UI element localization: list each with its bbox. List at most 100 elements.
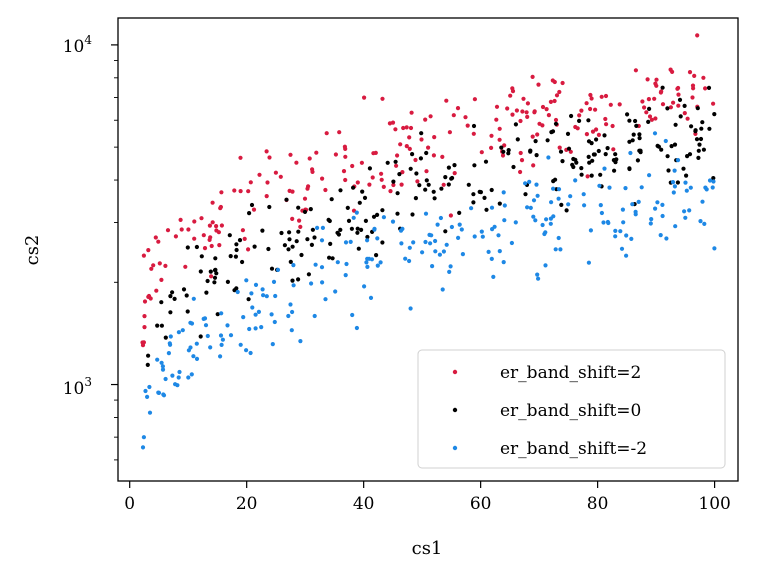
data-point (637, 132, 642, 137)
data-point (354, 210, 359, 215)
data-point (590, 158, 595, 163)
data-point (407, 245, 412, 250)
data-point (568, 194, 573, 199)
data-point (711, 101, 716, 106)
data-point (350, 312, 355, 318)
data-point (351, 185, 356, 190)
data-point (558, 247, 563, 252)
data-point (489, 187, 494, 193)
data-point (551, 186, 556, 191)
data-point (219, 190, 224, 195)
data-point (552, 79, 557, 85)
data-point (404, 125, 409, 130)
data-point (375, 263, 380, 268)
data-point (682, 111, 687, 116)
data-point (408, 125, 414, 131)
data-point (506, 151, 511, 156)
data-point (553, 177, 558, 182)
data-point (440, 287, 445, 292)
data-point (644, 110, 649, 115)
data-point (594, 137, 599, 142)
x-axis: 0 20 40 60 80 100 (124, 481, 731, 514)
data-point (671, 100, 676, 105)
data-points (140, 33, 717, 450)
data-point (588, 106, 593, 112)
data-point (438, 215, 443, 221)
data-point (491, 274, 496, 279)
data-point (287, 237, 292, 242)
data-point (455, 106, 461, 111)
data-point (290, 244, 295, 249)
data-point (143, 388, 148, 394)
data-point (613, 160, 618, 165)
data-point (324, 131, 329, 136)
data-point (329, 197, 334, 202)
data-point (419, 131, 424, 136)
data-point (218, 333, 224, 338)
data-point (424, 150, 429, 156)
data-point (543, 263, 548, 268)
data-point (256, 309, 261, 314)
series-2-points (140, 131, 717, 450)
data-point (147, 410, 153, 415)
data-point (673, 122, 678, 127)
data-point (333, 152, 338, 157)
data-point (380, 96, 385, 101)
data-point (423, 117, 428, 122)
data-point (390, 219, 396, 224)
data-point (630, 202, 635, 207)
data-point (142, 314, 147, 319)
data-point (355, 226, 360, 231)
data-point (659, 89, 664, 94)
data-point (214, 224, 219, 229)
data-point (692, 73, 697, 78)
data-point (647, 106, 652, 111)
data-point (207, 223, 212, 228)
data-point (165, 228, 171, 233)
data-point (687, 208, 692, 213)
data-point (362, 95, 367, 100)
x-tick-label-60: 60 (470, 494, 492, 514)
data-point (712, 246, 717, 251)
data-point (508, 93, 513, 98)
data-point (587, 160, 592, 165)
data-point (148, 296, 153, 301)
data-point (520, 109, 525, 114)
data-point (365, 238, 370, 243)
data-point (194, 341, 199, 346)
data-point (306, 272, 311, 277)
data-point (684, 188, 689, 193)
data-point (212, 275, 218, 280)
data-point (513, 220, 518, 225)
data-point (694, 137, 700, 142)
data-point (672, 184, 678, 189)
data-point (489, 256, 494, 261)
data-point (249, 202, 255, 208)
data-point (227, 233, 232, 238)
data-point (320, 280, 325, 285)
data-point (151, 263, 156, 268)
data-point (707, 126, 712, 131)
data-point (305, 237, 310, 242)
data-point (348, 239, 353, 244)
data-point (217, 243, 222, 248)
data-point (391, 182, 396, 188)
data-point (194, 356, 200, 361)
data-point (519, 158, 525, 163)
data-point (208, 269, 213, 274)
data-point (249, 291, 254, 296)
data-point (403, 256, 408, 261)
data-point (219, 311, 224, 316)
data-point (479, 150, 484, 155)
data-point (441, 182, 446, 187)
data-point (294, 160, 299, 165)
data-point (235, 289, 240, 295)
data-point (423, 187, 428, 192)
data-point (528, 205, 533, 210)
data-point (584, 101, 589, 106)
data-point (457, 222, 462, 227)
data-point (599, 210, 605, 216)
data-point (523, 181, 528, 186)
data-point (483, 159, 489, 164)
data-point (530, 74, 535, 79)
